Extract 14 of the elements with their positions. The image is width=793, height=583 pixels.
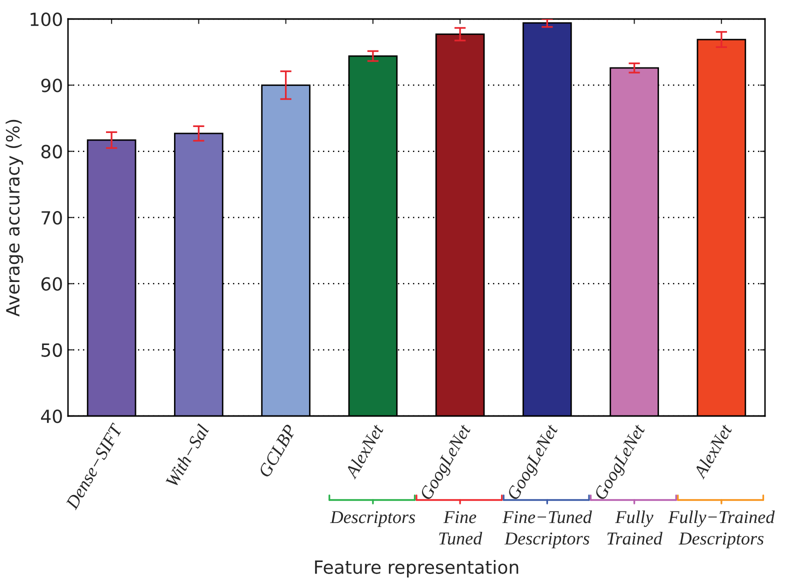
y-tick-label: 80	[41, 144, 62, 158]
text: Fine Tuned	[439, 511, 482, 545]
text: Descriptors	[330, 511, 416, 527]
text: Fully Trained	[607, 510, 662, 545]
y-tick-label: 40	[41, 409, 62, 424]
y-tick-label: 60	[41, 277, 62, 291]
x-axis-title: Feature representation	[315, 560, 518, 578]
y-tick-label: 100	[30, 12, 62, 26]
y-tick-label: 70	[42, 210, 62, 225]
y-axis-title: Average accuracy (%)	[6, 120, 24, 317]
y-tick-label: 50	[42, 343, 62, 357]
text: Fully−Trained Descriptors	[668, 510, 775, 548]
y-tick-label: 90	[41, 78, 62, 92]
text: Fine−Tuned Descriptors	[502, 510, 592, 548]
